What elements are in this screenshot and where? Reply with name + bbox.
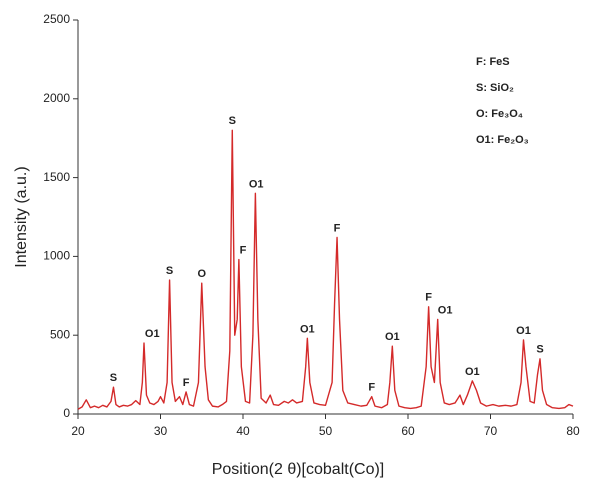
peak-label: O1 xyxy=(438,304,453,316)
peak-label: F xyxy=(240,244,247,256)
y-tick-label: 1000 xyxy=(43,249,70,263)
legend-entry: F: FeS xyxy=(476,56,510,68)
peak-label: F xyxy=(183,377,190,389)
peak-label: O1 xyxy=(385,331,400,343)
legend-entry: O: Fe₃O₄ xyxy=(476,108,523,120)
y-tick-label: 500 xyxy=(50,327,70,341)
peak-label: O1 xyxy=(249,178,264,190)
peak-label: O1 xyxy=(300,323,315,335)
x-axis-label: Position(2 θ)[cobalt(Co)] xyxy=(212,461,385,478)
peak-label: O1 xyxy=(516,325,531,337)
peak-label: O1 xyxy=(465,366,480,378)
peak-label: S xyxy=(229,115,236,127)
legend-entry: S: SiO₂ xyxy=(476,82,514,94)
peak-label: F xyxy=(368,382,375,394)
legend-entry: O1: Fe₂O₃ xyxy=(476,134,529,146)
peak-label: O1 xyxy=(145,328,160,340)
y-tick-label: 2000 xyxy=(43,91,70,105)
data-line xyxy=(77,129,574,410)
x-tick-label: 30 xyxy=(154,424,168,438)
peak-label: S xyxy=(110,372,117,384)
peak-label: S xyxy=(166,265,173,277)
y-axis-label: Intensity (a.u.) xyxy=(13,166,30,267)
x-tick-label: 20 xyxy=(71,424,85,438)
x-tick-label: 80 xyxy=(566,424,580,438)
x-tick-label: 40 xyxy=(236,424,250,438)
peak-label: F xyxy=(425,292,432,304)
x-tick-label: 60 xyxy=(401,424,415,438)
y-tick-label: 0 xyxy=(63,406,70,420)
peak-label: O xyxy=(197,268,206,280)
x-tick-label: 50 xyxy=(319,424,333,438)
x-tick-label: 70 xyxy=(484,424,498,438)
peak-label: F xyxy=(334,222,341,234)
peak-label: S xyxy=(536,344,543,356)
y-tick-label: 2500 xyxy=(43,12,70,26)
y-tick-label: 1500 xyxy=(43,170,70,184)
